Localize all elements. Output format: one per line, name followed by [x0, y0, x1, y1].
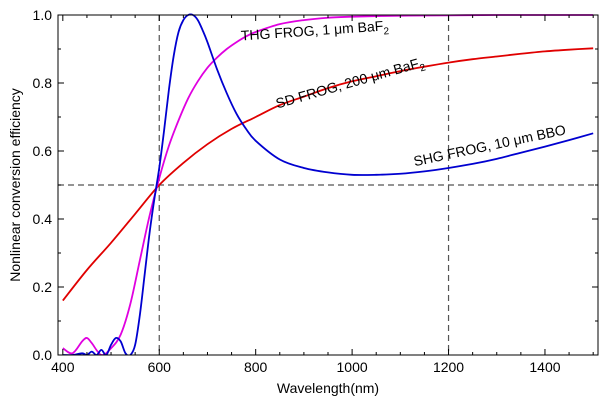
- x-tick-label: 1400: [529, 359, 560, 375]
- annotations: THG FROG, 1 μm BaF2 SD FROG, 200 μm BaF2 S…: [240, 17, 567, 169]
- series-annotation: SD FROG, 200 μm BaF2: [274, 54, 428, 116]
- x-tick-label: 800: [244, 359, 268, 375]
- y-axis-title: Nonlinear conversion efficiency: [7, 88, 23, 282]
- y-tick-label: 0.6: [33, 143, 53, 159]
- y-tick-label: 0.0: [33, 347, 53, 363]
- y-tick-label: 0.8: [33, 75, 53, 91]
- x-axis-title: Wavelength(nm): [277, 380, 379, 396]
- x-tick-label: 600: [148, 359, 172, 375]
- x-tick-label: 400: [51, 359, 75, 375]
- y-tick-label: 0.4: [33, 211, 53, 227]
- series-line-sd-frog-200-m-baf2: [62, 47, 594, 302]
- series-annotation: SHG FROG, 10 μm BBO: [412, 121, 567, 169]
- x-tick-label: 1000: [337, 359, 368, 375]
- axis-ticks: 400 600 800 1000 1200 1400 0.0 0.2 0.4 0.6 0.8 1.0: [33, 7, 598, 375]
- series-line-shg-frog-10-m-bbo: [62, 13, 594, 355]
- y-tick-label: 1.0: [33, 7, 53, 23]
- x-tick-label: 1200: [433, 359, 464, 375]
- y-tick-label: 0.2: [33, 279, 53, 295]
- series-annotation: THG FROG, 1 μm BaF2: [240, 17, 390, 47]
- reference-lines: [58, 15, 598, 355]
